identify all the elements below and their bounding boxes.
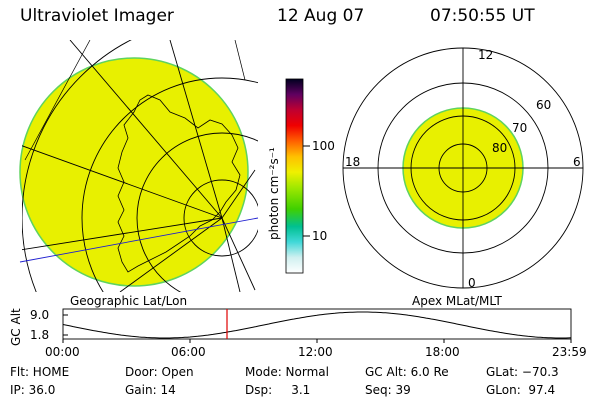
magnetic-map: 12 18 6 0 60 70 80 — [342, 47, 584, 290]
orbit-plot-frame — [62, 308, 572, 340]
orbit-xtick-0600: 06:00 — [171, 345, 206, 359]
uv-image-disk-left — [19, 57, 249, 287]
orbit-ylabel: GC Alt — [9, 308, 23, 346]
mode-status: Mode: Normal — [245, 365, 329, 379]
colorbar-tick-10: 10 — [312, 229, 327, 243]
right-map-caption: Apex MLat/MLT — [412, 294, 502, 308]
header-time: 07:50:55 UT — [430, 6, 535, 26]
orbit-altitude-curve — [62, 311, 572, 339]
flt-status: Flt: HOME — [10, 365, 69, 379]
orbit-xtick-2359: 23:59 — [552, 345, 587, 359]
dsp-status: Dsp: 3.1 — [245, 383, 310, 397]
orbit-plot: 9.0 1.8 GC Alt 00:00 06:00 12:00 18:00 2… — [9, 308, 587, 359]
glat-status: GLat: −70.3 — [486, 365, 559, 379]
lat-lon-grid — [22, 40, 258, 292]
mlat-label-60: 60 — [536, 98, 551, 112]
gain-status: Gain: 14 — [125, 383, 176, 397]
mlat-label-70: 70 — [512, 121, 527, 135]
mlat-mlt-grid — [342, 47, 584, 289]
terminator-line — [19, 217, 259, 263]
orbit-xtick-1200: 12:00 — [298, 345, 333, 359]
colorbar-unit-label: photon cm⁻²s⁻¹ — [267, 147, 281, 240]
orbit-ytick-top: 9.0 — [30, 308, 49, 322]
colorbar-tick-100: 100 — [312, 139, 335, 153]
colorbar: 100 10 photon cm⁻²s⁻¹ — [267, 78, 335, 274]
header-date: 12 Aug 07 — [277, 6, 365, 26]
seq-status: Seq: 39 — [365, 383, 411, 397]
mlt-label-6: 6 — [573, 155, 581, 169]
coastline — [117, 94, 241, 273]
colorbar-scale — [285, 78, 304, 274]
orbit-ytick-bottom: 1.8 — [30, 328, 49, 342]
mlt-label-18: 18 — [345, 155, 360, 169]
orbit-xtick-1800: 18:00 — [425, 345, 460, 359]
door-status: Door: Open — [125, 365, 194, 379]
app-title: Ultraviolet Imager — [20, 6, 174, 26]
status-info: Flt: HOME Door: Open Mode: Normal GC Alt… — [10, 365, 559, 397]
geographic-map — [19, 40, 259, 292]
left-map-caption: Geographic Lat/Lon — [70, 294, 187, 308]
ip-status: IP: 36.0 — [10, 383, 55, 397]
mlat-label-80: 80 — [492, 141, 507, 155]
gc-alt-status: GC Alt: 6.0 Re — [365, 365, 449, 379]
mlt-label-0: 0 — [468, 276, 476, 290]
glon-status: GLon: 97.4 — [486, 383, 555, 397]
orbit-xtick-0000: 00:00 — [45, 345, 80, 359]
mlt-label-12: 12 — [478, 48, 493, 62]
